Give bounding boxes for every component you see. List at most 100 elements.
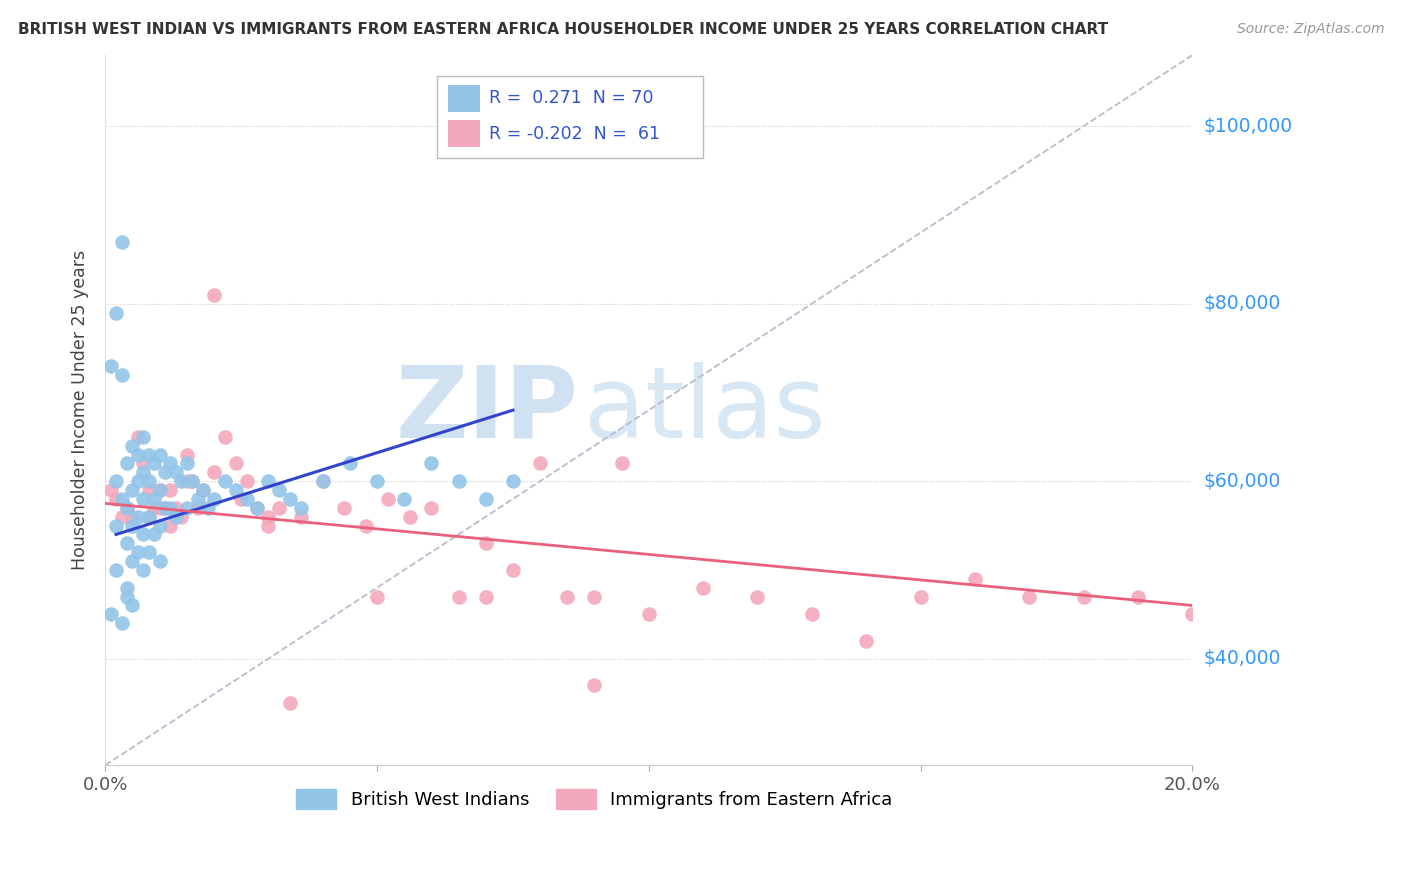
- Text: R =  0.271  N = 70: R = 0.271 N = 70: [489, 89, 654, 107]
- Point: [143, 527, 166, 541]
- Point: [366, 474, 388, 488]
- Point: [132, 491, 155, 506]
- Point: [1018, 590, 1040, 604]
- Point: [165, 500, 187, 515]
- Point: [121, 518, 143, 533]
- Point: [153, 500, 176, 515]
- Point: [278, 491, 301, 506]
- Point: [420, 457, 443, 471]
- Point: [176, 474, 198, 488]
- Point: [132, 465, 155, 479]
- Point: [105, 474, 128, 488]
- Point: [143, 491, 166, 506]
- Point: [191, 483, 214, 497]
- Point: [1126, 590, 1149, 604]
- Point: [159, 500, 181, 515]
- Point: [143, 457, 166, 471]
- Text: $80,000: $80,000: [1204, 294, 1281, 313]
- Point: [121, 483, 143, 497]
- Point: [910, 590, 932, 604]
- Point: [225, 457, 247, 471]
- Point: [127, 545, 149, 559]
- Point: [583, 590, 606, 604]
- Point: [420, 500, 443, 515]
- Point: [187, 491, 209, 506]
- Point: [474, 536, 496, 550]
- Point: [474, 491, 496, 506]
- Point: [1073, 590, 1095, 604]
- Point: [138, 509, 160, 524]
- Point: [235, 491, 257, 506]
- Point: [502, 563, 524, 577]
- Text: $60,000: $60,000: [1204, 472, 1281, 491]
- Point: [214, 474, 236, 488]
- Point: [290, 500, 312, 515]
- Point: [138, 509, 160, 524]
- Point: [502, 474, 524, 488]
- Point: [115, 581, 138, 595]
- Text: $40,000: $40,000: [1204, 649, 1281, 668]
- Point: [529, 457, 551, 471]
- Point: [138, 545, 160, 559]
- Point: [269, 500, 291, 515]
- Point: [148, 500, 170, 515]
- Point: [447, 590, 470, 604]
- Point: [246, 500, 269, 515]
- Point: [100, 483, 122, 497]
- Legend: British West Indians, Immigrants from Eastern Africa: British West Indians, Immigrants from Ea…: [290, 782, 900, 816]
- Point: [225, 483, 247, 497]
- Point: [339, 457, 361, 471]
- Point: [191, 483, 214, 497]
- Point: [148, 448, 170, 462]
- Point: [121, 509, 143, 524]
- Point: [121, 554, 143, 568]
- Point: [110, 616, 132, 631]
- Text: BRITISH WEST INDIAN VS IMMIGRANTS FROM EASTERN AFRICA HOUSEHOLDER INCOME UNDER 2: BRITISH WEST INDIAN VS IMMIGRANTS FROM E…: [18, 22, 1108, 37]
- Point: [257, 518, 280, 533]
- Point: [110, 235, 132, 249]
- Point: [159, 457, 181, 471]
- Point: [127, 509, 149, 524]
- Point: [127, 474, 149, 488]
- Point: [115, 500, 138, 515]
- Point: [583, 678, 606, 692]
- Point: [392, 491, 415, 506]
- Point: [637, 607, 659, 622]
- Point: [165, 509, 187, 524]
- Point: [138, 474, 160, 488]
- Point: [100, 359, 122, 373]
- Point: [115, 536, 138, 550]
- Point: [311, 474, 333, 488]
- Point: [115, 457, 138, 471]
- Point: [100, 607, 122, 622]
- Point: [148, 518, 170, 533]
- Point: [153, 465, 176, 479]
- Point: [170, 474, 193, 488]
- Point: [148, 483, 170, 497]
- Point: [132, 527, 155, 541]
- Text: atlas: atlas: [583, 361, 825, 458]
- Point: [176, 500, 198, 515]
- Point: [105, 518, 128, 533]
- Bar: [447, 120, 481, 147]
- Point: [278, 696, 301, 710]
- Text: ZIP: ZIP: [395, 361, 578, 458]
- Point: [132, 457, 155, 471]
- Text: Source: ZipAtlas.com: Source: ZipAtlas.com: [1237, 22, 1385, 37]
- Point: [610, 457, 633, 471]
- Point: [235, 474, 257, 488]
- Point: [333, 500, 356, 515]
- Point: [377, 491, 399, 506]
- Point: [121, 439, 143, 453]
- Point: [447, 474, 470, 488]
- Point: [110, 368, 132, 382]
- Point: [127, 430, 149, 444]
- Point: [110, 509, 132, 524]
- Point: [202, 465, 225, 479]
- Point: [115, 500, 138, 515]
- Point: [159, 518, 181, 533]
- Point: [110, 491, 132, 506]
- Point: [257, 474, 280, 488]
- Point: [165, 465, 187, 479]
- Y-axis label: Householder Income Under 25 years: Householder Income Under 25 years: [72, 250, 89, 570]
